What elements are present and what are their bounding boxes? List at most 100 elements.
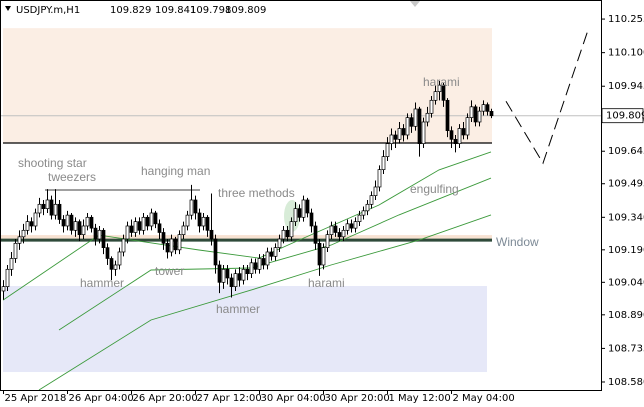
candle-body — [341, 229, 346, 238]
plot-frame — [0, 0, 602, 391]
candle-body — [189, 199, 194, 216]
candle-body — [361, 210, 366, 216]
candle-body — [321, 247, 326, 266]
x-tick-label: 1 May 12:00 — [389, 393, 451, 404]
projection-line — [505, 29, 589, 165]
candle-body — [289, 221, 294, 238]
candle-body — [297, 208, 302, 218]
candle-body — [65, 214, 70, 227]
candle-body — [301, 199, 306, 218]
candle-body — [317, 242, 322, 266]
candle-body — [21, 229, 26, 238]
candle-body — [85, 216, 90, 227]
candle-body — [405, 117, 410, 136]
candle-body — [269, 251, 274, 257]
candle-body — [173, 238, 178, 251]
candle-body — [221, 268, 226, 283]
header-value: 109.841 — [155, 5, 196, 16]
candle-body — [1, 286, 6, 292]
candle-body — [61, 219, 66, 227]
candle-body — [197, 212, 202, 227]
candle-body — [477, 110, 482, 123]
price-label: 109.809 — [606, 111, 644, 122]
candle-body — [457, 128, 462, 145]
x-tick-label: 26 Apr 04:00 — [69, 393, 134, 404]
candle-body — [53, 203, 58, 216]
y-tick-label: 108.735 — [608, 343, 644, 354]
price-label-box — [601, 108, 644, 124]
candle-body — [421, 121, 426, 144]
candle-body — [261, 258, 266, 266]
candle-body — [305, 199, 310, 214]
candle-body — [205, 216, 210, 231]
annotation: three methods — [218, 186, 295, 200]
candle-body — [485, 104, 490, 112]
candle-body — [353, 221, 358, 229]
x-tick-label: 26 Apr 20:00 — [133, 393, 198, 404]
candle-body — [225, 268, 230, 279]
symbol-menu — [5, 6, 11, 11]
candle-body — [109, 258, 114, 270]
candle-body — [217, 264, 222, 283]
candle-body — [273, 247, 278, 257]
candle-body — [393, 134, 398, 140]
header-value: 109.809 — [225, 5, 266, 16]
annotation: harami — [308, 276, 345, 290]
x-tick-label: 30 Apr 20:00 — [325, 393, 390, 404]
candle-body — [345, 223, 350, 231]
candle-body — [401, 128, 406, 136]
candle-body — [73, 221, 78, 231]
candle-body — [41, 203, 46, 209]
candle-body — [141, 216, 146, 231]
candle-body — [365, 203, 370, 212]
candle-body — [161, 232, 166, 244]
candle-body — [357, 214, 362, 222]
candle-body — [409, 117, 414, 127]
candle-body — [117, 251, 122, 266]
candle-body — [121, 238, 126, 253]
candle-body — [249, 262, 254, 275]
candle-body — [385, 143, 390, 157]
candle-body — [481, 104, 486, 112]
candle-body — [97, 229, 102, 240]
zone — [0, 235, 492, 241]
candle-body — [129, 225, 134, 233]
candle-body — [313, 225, 318, 244]
candle-body — [125, 225, 130, 240]
y-tick-label: 109.040 — [608, 277, 644, 288]
x-tick-label: 2 May 04:00 — [453, 393, 515, 404]
candle-body — [449, 130, 454, 140]
x-tick-label: 30 Apr 04:00 — [261, 393, 326, 404]
candle-body — [257, 258, 262, 270]
candle-body — [245, 268, 250, 275]
candle-body — [149, 212, 154, 227]
candle-body — [373, 186, 378, 197]
moving-average — [38, 214, 492, 391]
candle-body — [461, 128, 466, 136]
candle-body — [49, 199, 54, 216]
candle-body — [113, 264, 118, 270]
candle-body — [437, 84, 442, 93]
candle-body — [77, 221, 82, 235]
candles — [1, 80, 494, 300]
axes: 110.255110.100109.945109.790109.645109.4… — [3, 14, 644, 404]
candle-body — [13, 242, 18, 259]
candle-body — [265, 251, 270, 266]
candle-body — [137, 221, 142, 231]
y-tick-label: 109.495 — [608, 179, 644, 190]
candle-body — [425, 112, 430, 123]
candle-body — [157, 223, 162, 233]
candle-body — [101, 229, 106, 248]
candle-body — [389, 134, 394, 145]
candle-body — [201, 216, 206, 227]
candle-body — [209, 229, 214, 240]
candle-body — [93, 227, 98, 240]
candle-body — [429, 99, 434, 114]
candle-body — [185, 214, 190, 227]
candle-body — [181, 225, 186, 236]
candle-body — [177, 234, 182, 251]
x-tick-label: 27 Apr 12:00 — [197, 393, 262, 404]
candle-body — [285, 229, 290, 238]
zones — [0, 28, 492, 373]
